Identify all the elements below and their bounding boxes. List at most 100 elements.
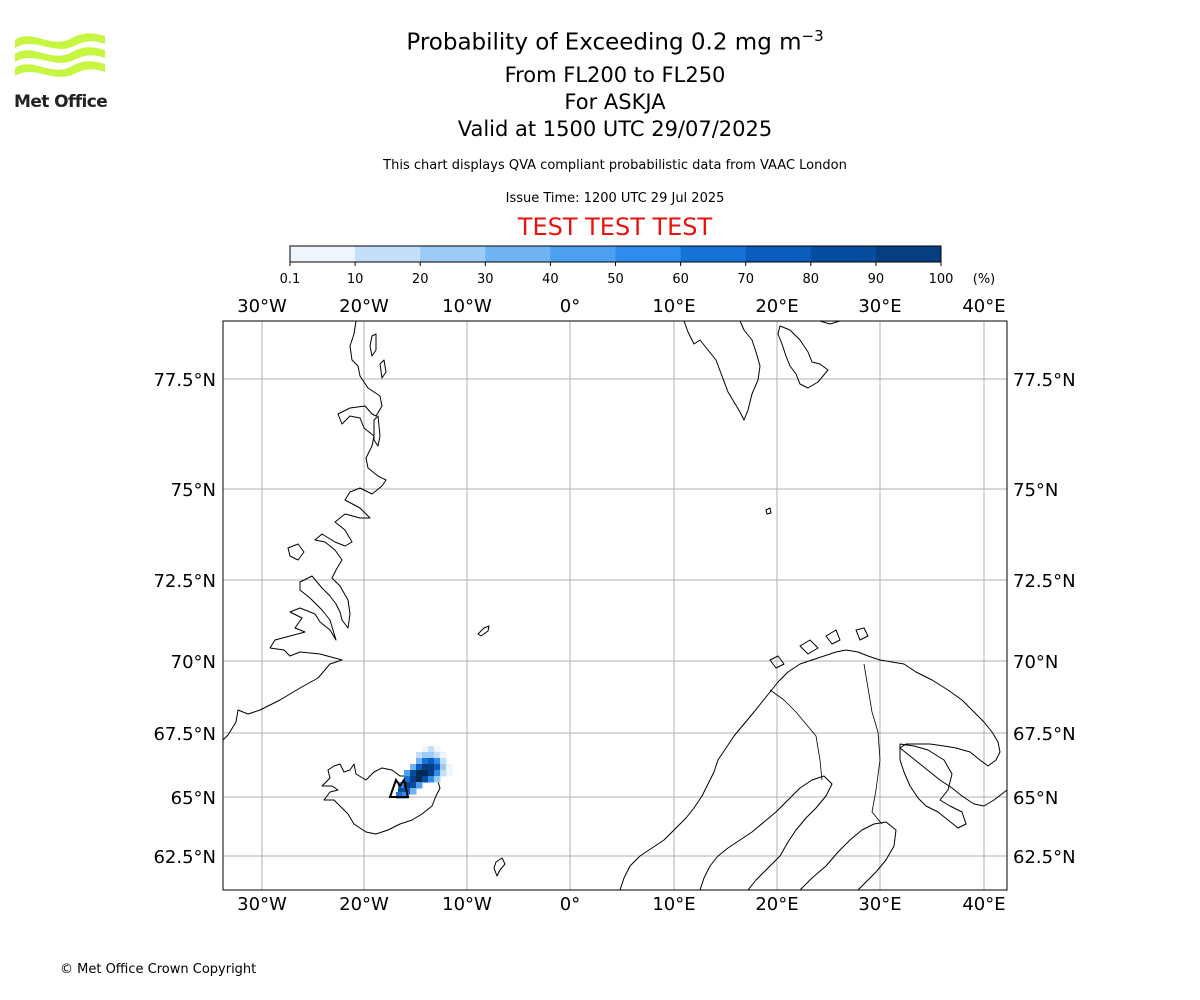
ash-cell	[422, 758, 429, 765]
longitude-label-top: 20°E	[755, 296, 798, 317]
longitude-label-bottom: 20°E	[755, 894, 798, 915]
subtitle-flight-levels: From FL200 to FL250	[504, 63, 726, 87]
met-office-logo-icon	[15, 33, 105, 77]
jan-mayen	[477, 625, 490, 637]
colorbar-tick-label: 20	[412, 272, 429, 287]
ash-cell	[416, 776, 423, 783]
ash-cell	[428, 776, 435, 783]
colorbar-segment	[745, 246, 812, 262]
norway-islands	[769, 627, 869, 669]
ash-cell	[440, 758, 447, 765]
latitude-label-left: 70°N	[171, 652, 216, 673]
latitude-label-left: 65°N	[171, 788, 216, 809]
longitude-label-top: 30°W	[237, 296, 287, 317]
colorbar-tick-label: 50	[607, 272, 624, 287]
colorbar-tick-label: 30	[477, 272, 494, 287]
colorbar: 0.1 10 20 30 40 50 60 70 80 90 100 (%)	[280, 245, 996, 287]
ash-cell	[416, 770, 423, 777]
ash-cell	[434, 758, 441, 765]
longitude-label-bottom: 10°E	[652, 894, 695, 915]
scandinavia-coast	[619, 649, 1007, 890]
ash-cell	[434, 746, 441, 753]
finland-border	[863, 663, 883, 825]
longitude-label-bottom: 0°	[560, 894, 580, 915]
ash-cell	[422, 776, 429, 783]
ash-cell	[422, 746, 429, 753]
ash-cell	[404, 782, 411, 789]
colorbar-tick-label: 70	[737, 272, 754, 287]
ash-cell	[446, 770, 453, 777]
longitude-label-top: 10°W	[442, 296, 492, 317]
ash-cell	[440, 770, 447, 777]
longitude-label-top: 30°E	[858, 296, 901, 317]
latitude-label-right: 70°N	[1013, 652, 1058, 673]
ash-cell	[428, 746, 435, 753]
colorbar-segment	[550, 246, 616, 262]
ash-cell	[434, 776, 441, 783]
ash-cell	[416, 764, 423, 771]
svalbard-north	[819, 321, 841, 325]
colorbar-segment	[875, 246, 942, 262]
longitude-label-top: 0°	[560, 296, 580, 317]
map-background	[223, 321, 1007, 890]
svalbard-coast	[683, 321, 761, 421]
ash-cell	[446, 764, 453, 771]
kola-peninsula	[899, 743, 967, 829]
ash-cell	[428, 770, 435, 777]
issue-time: Issue Time: 1200 UTC 29 Jul 2025	[505, 191, 725, 206]
colorbar-segment	[810, 246, 877, 262]
latitude-label-right: 72.5°N	[1013, 571, 1076, 592]
ash-cell	[396, 792, 403, 799]
greenland-island	[369, 333, 377, 357]
ash-cell	[402, 792, 409, 799]
greenland-island-3	[373, 415, 381, 447]
ash-cell	[422, 770, 429, 777]
colorbar-tick-label: 90	[868, 272, 885, 287]
askja-source-marker	[388, 777, 410, 798]
longitude-label-top: 40°E	[962, 296, 1005, 317]
longitude-label-bottom: 30°W	[237, 894, 287, 915]
ash-cell	[440, 764, 447, 771]
latitude-label-right: 67.5°N	[1013, 724, 1076, 745]
scandinavia-border	[769, 689, 823, 781]
subtitle-validity: Valid at 1500 UTC 29/07/2025	[457, 117, 773, 141]
latitude-label-right: 75°N	[1013, 480, 1058, 501]
title-main: Probability of Exceeding 0.2 mg m	[406, 29, 802, 56]
longitude-label-bottom: 20°W	[339, 894, 389, 915]
latitude-label-left: 67.5°N	[153, 724, 216, 745]
ash-cell	[410, 782, 417, 789]
colorbar-tick-label: 0.1	[280, 272, 301, 287]
colorbar-tick-label: 80	[803, 272, 820, 287]
ash-cell	[410, 776, 417, 783]
map-frame	[222, 320, 1008, 891]
longitude-label-bottom: 10°W	[442, 894, 492, 915]
latitude-label-left: 72.5°N	[153, 571, 216, 592]
ash-cell	[416, 758, 423, 765]
ash-cell	[416, 752, 423, 759]
title-superscript: −3	[801, 27, 824, 45]
latitude-label-right: 62.5°N	[1013, 847, 1076, 868]
subtitle-volcano: For ASKJA	[564, 90, 666, 114]
ash-cell	[404, 776, 411, 783]
copyright: © Met Office Crown Copyright	[60, 962, 257, 977]
ash-cell	[398, 788, 405, 795]
longitude-label-top: 20°W	[339, 296, 389, 317]
colorbar-tick-label: 40	[542, 272, 559, 287]
ash-cell	[428, 752, 435, 759]
colorbar-tick-label: 100	[929, 272, 954, 287]
latitude-label-left: 75°N	[171, 480, 216, 501]
sweden-finland-coast	[699, 775, 833, 890]
bear-island	[765, 507, 772, 515]
gulf-of-bothnia	[799, 821, 897, 890]
colorbar-segment	[420, 246, 486, 262]
colorbar-unit: (%)	[973, 272, 996, 287]
colorbar-tick-label: 10	[347, 272, 364, 287]
ash-cell	[428, 764, 435, 771]
greenland-inlet	[287, 543, 305, 561]
colorbar-segment	[290, 246, 356, 262]
longitude-label-top: 10°E	[652, 296, 695, 317]
svalbard-east	[777, 325, 829, 389]
ash-cell	[410, 770, 417, 777]
longitude-label-bottom: 30°E	[858, 894, 901, 915]
